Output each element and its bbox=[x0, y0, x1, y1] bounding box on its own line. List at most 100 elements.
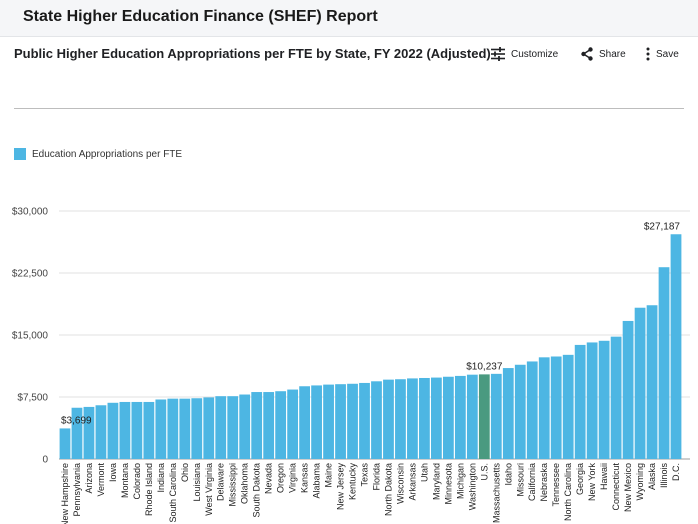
bar[interactable] bbox=[359, 382, 370, 459]
bar[interactable] bbox=[215, 396, 227, 459]
bar[interactable] bbox=[431, 377, 442, 459]
bar[interactable] bbox=[347, 383, 358, 459]
save-button[interactable]: Save bbox=[645, 44, 679, 64]
x-tick-label: Wisconsin bbox=[395, 463, 405, 504]
bar[interactable] bbox=[610, 336, 622, 459]
bar[interactable] bbox=[203, 397, 215, 459]
bar[interactable] bbox=[478, 374, 490, 459]
bar[interactable] bbox=[287, 389, 299, 459]
chart-title: Public Higher Education Appropriations p… bbox=[14, 46, 491, 61]
x-tick-label: Kentucky bbox=[348, 463, 358, 501]
x-tick-label: Illinois bbox=[659, 463, 669, 489]
bar[interactable] bbox=[83, 406, 95, 459]
bar[interactable] bbox=[562, 354, 574, 459]
bar[interactable] bbox=[323, 384, 334, 459]
x-tick-label: Mississippi bbox=[228, 463, 238, 507]
bar[interactable] bbox=[251, 392, 263, 459]
bar[interactable] bbox=[155, 399, 167, 459]
x-tick-label: Florida bbox=[371, 463, 381, 491]
bar[interactable] bbox=[658, 267, 670, 459]
data-label: $3,699 bbox=[61, 415, 92, 426]
x-tick-label: Georgia bbox=[575, 463, 585, 495]
bar[interactable] bbox=[275, 391, 287, 459]
bar[interactable] bbox=[335, 384, 346, 459]
bar[interactable] bbox=[263, 392, 275, 459]
x-tick-label: Michigan bbox=[455, 463, 465, 499]
bar[interactable] bbox=[598, 340, 610, 459]
x-tick-label: Vermont bbox=[96, 463, 106, 497]
bar[interactable] bbox=[167, 398, 179, 459]
bar[interactable] bbox=[490, 373, 502, 459]
bar[interactable] bbox=[466, 374, 478, 459]
x-tick-label: Alaska bbox=[647, 463, 657, 490]
data-label: $10,237 bbox=[466, 361, 503, 372]
bar[interactable] bbox=[514, 364, 526, 459]
x-tick-label: Iowa bbox=[108, 463, 118, 482]
bar[interactable] bbox=[407, 378, 418, 459]
x-tick-label: Delaware bbox=[216, 463, 226, 501]
bar[interactable] bbox=[311, 385, 322, 459]
bar[interactable] bbox=[191, 398, 203, 459]
x-tick-label: U.S. bbox=[479, 463, 489, 481]
bar[interactable] bbox=[634, 307, 646, 459]
report-header: State Higher Education Finance (SHEF) Re… bbox=[0, 0, 698, 37]
customize-label: Customize bbox=[511, 48, 559, 60]
x-tick-label: Oklahoma bbox=[240, 463, 250, 504]
bar[interactable] bbox=[670, 234, 682, 459]
bar[interactable] bbox=[622, 320, 634, 459]
y-tick-label: 0 bbox=[42, 455, 48, 466]
bar[interactable] bbox=[95, 405, 107, 459]
bar[interactable] bbox=[299, 386, 310, 459]
bar[interactable] bbox=[538, 357, 550, 459]
x-tick-label: Idaho bbox=[503, 463, 513, 486]
customize-button[interactable]: Customize bbox=[490, 44, 558, 64]
x-tick-label: North Dakota bbox=[383, 463, 393, 516]
bar[interactable] bbox=[179, 398, 191, 459]
sliders-icon bbox=[491, 47, 505, 61]
x-tick-label: South Carolina bbox=[168, 463, 178, 523]
bar[interactable] bbox=[143, 401, 155, 459]
save-label: Save bbox=[656, 48, 679, 60]
x-tick-label: Maryland bbox=[431, 463, 441, 500]
bar[interactable] bbox=[71, 407, 83, 459]
x-tick-label: Minnesota bbox=[443, 463, 453, 505]
bar[interactable] bbox=[227, 396, 239, 459]
x-tick-label: Tennessee bbox=[551, 463, 561, 507]
x-tick-label: Kansas bbox=[300, 463, 310, 494]
x-tick-label: New York bbox=[587, 463, 597, 502]
bar[interactable] bbox=[502, 368, 514, 459]
x-tick-label: Hawaii bbox=[599, 463, 609, 490]
x-tick-label: New Mexico bbox=[623, 463, 633, 512]
x-tick-label: Nevada bbox=[264, 463, 274, 494]
y-tick-label: $22,500 bbox=[12, 269, 49, 280]
bar[interactable] bbox=[239, 394, 251, 459]
bar[interactable] bbox=[395, 379, 406, 459]
bar[interactable] bbox=[442, 376, 454, 459]
legend-label: Education Appropriations per FTE bbox=[32, 148, 183, 160]
x-tick-label: California bbox=[527, 463, 537, 501]
chart-legend[interactable]: Education Appropriations per FTE bbox=[14, 148, 182, 160]
bar[interactable] bbox=[371, 381, 382, 459]
bar[interactable] bbox=[119, 401, 131, 459]
bar[interactable] bbox=[419, 377, 430, 459]
x-tick-label: Texas bbox=[360, 463, 370, 487]
bar[interactable] bbox=[107, 402, 119, 459]
bar[interactable] bbox=[59, 428, 71, 459]
x-tick-label: Ohio bbox=[180, 463, 190, 482]
bar[interactable] bbox=[550, 356, 562, 459]
bar[interactable] bbox=[574, 344, 586, 459]
more-vertical-icon bbox=[646, 47, 650, 61]
bar[interactable] bbox=[526, 361, 538, 459]
share-button[interactable]: Share bbox=[580, 44, 626, 64]
bar[interactable] bbox=[586, 342, 598, 459]
bar[interactable] bbox=[383, 379, 394, 459]
bar[interactable] bbox=[646, 305, 658, 459]
y-tick-label: $30,000 bbox=[12, 207, 49, 218]
x-tick-label: Washington bbox=[467, 463, 477, 510]
title-divider bbox=[14, 108, 684, 109]
y-tick-label: $15,000 bbox=[12, 331, 49, 342]
bar[interactable] bbox=[454, 375, 466, 459]
bar[interactable] bbox=[131, 401, 143, 459]
report-title: State Higher Education Finance (SHEF) Re… bbox=[23, 8, 378, 25]
